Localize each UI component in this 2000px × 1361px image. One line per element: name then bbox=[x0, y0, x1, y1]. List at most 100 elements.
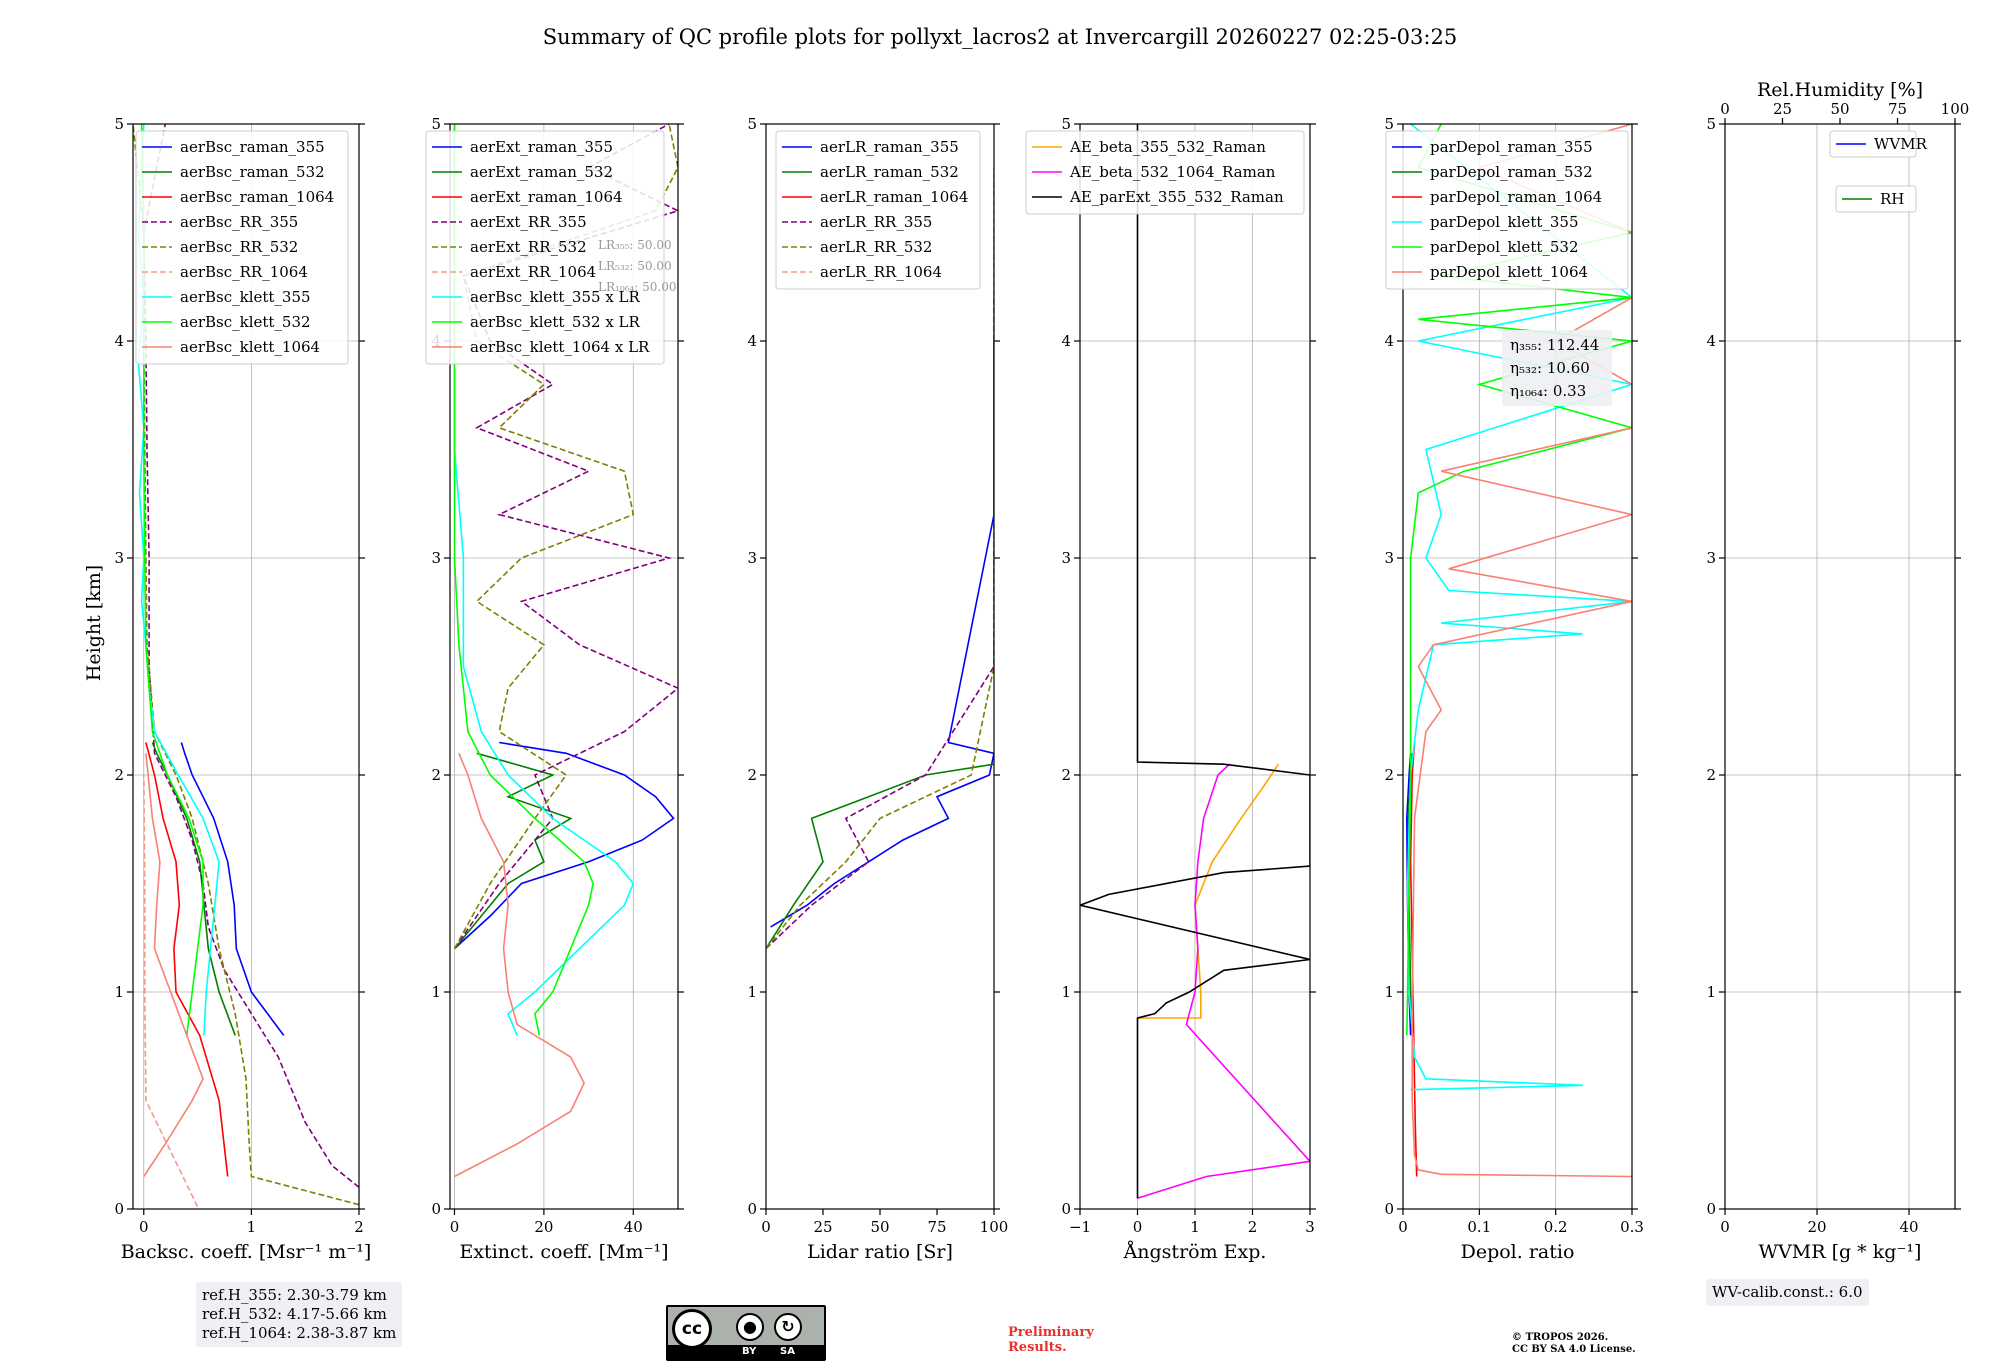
y-tick-label: 3 bbox=[431, 549, 441, 567]
series-line-aerbsc-rr-1064 bbox=[143, 774, 199, 1208]
y-tick-label: 1 bbox=[747, 983, 757, 1001]
lidar-ratio-annotation: LR₃₅₅: 50.00 bbox=[598, 238, 672, 252]
x-axis-label: Backsc. coeff. [Msr⁻¹ m⁻¹] bbox=[121, 1241, 372, 1263]
y-tick-label: 1 bbox=[1384, 983, 1394, 1001]
preliminary-notice: Preliminary Results. bbox=[1008, 1325, 1094, 1355]
x2-tick-label: 50 bbox=[1830, 100, 1849, 118]
cc-logo-icon: cc bbox=[672, 1309, 712, 1349]
legend-box bbox=[1385, 130, 1629, 290]
ref-h-355: ref.H_355: 2.30-3.79 km bbox=[202, 1286, 387, 1304]
attribution-icon: ● bbox=[736, 1313, 764, 1341]
cc-badge-strip bbox=[668, 1345, 824, 1359]
y-tick-label: 5 bbox=[1061, 115, 1071, 133]
legend-entry: parDepol_klett_532 bbox=[1430, 238, 1579, 256]
series-line-aerbsc-klett-1064-x-lr bbox=[454, 752, 585, 1178]
panel-depol: 0 1 2 3 4 5 0 0.1 0.2 0.3 Depol. ratio parDepol_ram… bbox=[1384, 115, 1643, 1263]
legend-entry: parDepol_klett_355 bbox=[1430, 213, 1579, 231]
figure-title: Summary of QC profile plots for pollyxt_… bbox=[543, 25, 1457, 49]
depol-factor-box bbox=[1502, 330, 1612, 406]
legend-entry: aerBsc_klett_1064 x LR bbox=[470, 338, 650, 356]
x2-axis-label: Rel.Humidity [%] bbox=[1757, 79, 1923, 101]
series-line-aerbsc-klett-1064 bbox=[143, 753, 204, 1177]
x-tick-label: 0 bbox=[139, 1218, 149, 1236]
depol-factor-annotation: η₅₃₂: 10.60 bbox=[1510, 359, 1590, 377]
series-line-aerext-rr-532 bbox=[453, 124, 678, 949]
lidar-ratio-annotation: LR₁₀₆₄: 50.00 bbox=[598, 280, 676, 294]
y-tick-label: 0 bbox=[1384, 1200, 1394, 1218]
legend-entry: parDepol_raman_355 bbox=[1430, 138, 1593, 156]
panel-extinction: 01234502040Extinct. coeff. [Mm⁻¹]aerExt_… bbox=[425, 115, 684, 1263]
license-line-1: © TROPOS 2026. bbox=[1512, 1332, 1609, 1343]
y-tick-label: 0 bbox=[747, 1200, 757, 1218]
x-tick-label: 1 bbox=[1190, 1218, 1200, 1236]
y-tick-label: 5 bbox=[114, 115, 124, 133]
y-tick-label: 2 bbox=[431, 766, 441, 784]
x-tick-label: 0 bbox=[1720, 1218, 1730, 1236]
legend-entry: aerBsc_raman_355 bbox=[180, 138, 325, 156]
series-line-ae-parext-355-532-raman bbox=[1080, 124, 1310, 1199]
axes-frame bbox=[1402, 123, 1633, 1210]
x-tick-label: 20 bbox=[1807, 1218, 1826, 1236]
legend-entry: aerBsc_RR_532 bbox=[180, 238, 298, 256]
y-tick-label: 4 bbox=[1061, 332, 1071, 350]
y-tick-label: 0 bbox=[114, 1200, 124, 1218]
y-tick-label: 3 bbox=[1061, 549, 1071, 567]
series-line-aerlr-raman-355 bbox=[770, 341, 994, 928]
legend-entry: RH bbox=[1880, 190, 1904, 208]
y-tick-label: 4 bbox=[747, 332, 757, 350]
wv-calib-box: WV-calib.const.: 6.0 bbox=[1706, 1279, 1869, 1306]
legend-entry: WVMR bbox=[1874, 135, 1928, 153]
x-tick-label: 0 bbox=[1398, 1218, 1408, 1236]
y-tick-label: 5 bbox=[431, 115, 441, 133]
y-tick-label: 1 bbox=[431, 983, 441, 1001]
x-axis-label: Extinct. coeff. [Mm⁻¹] bbox=[459, 1241, 668, 1263]
license-notice: © TROPOS 2026. CC BY SA 4.0 License. bbox=[1512, 1332, 1636, 1356]
y-tick-label: 5 bbox=[1384, 115, 1394, 133]
x-tick-label: 0 bbox=[1133, 1218, 1143, 1236]
sa-label: SA bbox=[780, 1346, 795, 1357]
x-axis-label: Depol. ratio bbox=[1461, 1241, 1575, 1263]
legend-box bbox=[775, 130, 981, 290]
x2-tick-label: 75 bbox=[1888, 100, 1907, 118]
series-group bbox=[1080, 124, 1310, 1199]
ref-h-1064: ref.H_1064: 2.38-3.87 km bbox=[202, 1324, 397, 1342]
license-line-2: CC BY SA 4.0 License. bbox=[1512, 1344, 1636, 1355]
x-tick-label: 40 bbox=[624, 1218, 643, 1236]
legend-entry: parDepol_klett_1064 bbox=[1430, 263, 1588, 281]
depol-factor-annotation: η₁₀₆₄: 0.33 bbox=[1510, 382, 1586, 400]
x-tick-label: 0.2 bbox=[1544, 1218, 1568, 1236]
series-line-aerbsc-rr-532 bbox=[133, 124, 359, 1206]
legend-entry: aerLR_raman_1064 bbox=[820, 188, 968, 206]
legend-box bbox=[425, 130, 665, 365]
y-tick-label: 3 bbox=[1384, 549, 1394, 567]
legend-entry: aerLR_RR_1064 bbox=[820, 263, 942, 281]
x2-tick-label: 25 bbox=[1773, 100, 1792, 118]
series-line-aerlr-rr-355 bbox=[766, 297, 994, 950]
share-alike-icon: ↻ bbox=[774, 1313, 802, 1341]
legend-entry: aerBsc_raman_532 bbox=[180, 163, 325, 181]
preliminary-line-1: Preliminary bbox=[1008, 1325, 1094, 1340]
y-tick-label: 2 bbox=[747, 766, 757, 784]
series-line-aerbsc-rr-355 bbox=[142, 124, 359, 1188]
series-line-ae-beta-532-1064-raman bbox=[1137, 763, 1310, 1199]
y-tick-label: 3 bbox=[114, 549, 124, 567]
y-tick-label: 3 bbox=[747, 549, 757, 567]
x-tick-label: 40 bbox=[1899, 1218, 1918, 1236]
wv-calib-text: WV-calib.const.: 6.0 bbox=[1712, 1283, 1863, 1301]
series-line-aerbsc-raman-1064 bbox=[145, 742, 229, 1177]
x-tick-label: 0 bbox=[450, 1218, 460, 1236]
y-tick-label: 0 bbox=[1061, 1200, 1071, 1218]
legend-entry: aerBsc_klett_532 bbox=[180, 313, 311, 331]
legend-entry: aerBsc_RR_355 bbox=[180, 213, 298, 231]
legend-entry: AE_beta_355_532_Raman bbox=[1069, 138, 1266, 156]
legend-box bbox=[1829, 130, 1917, 158]
series-line-aerlr-raman-532 bbox=[766, 763, 994, 950]
series-line-aerbsc-raman-355 bbox=[180, 742, 285, 1036]
y-tick-label: 0 bbox=[1706, 1200, 1716, 1218]
y-tick-label: 5 bbox=[747, 115, 757, 133]
y-tick-label: 5 bbox=[1706, 115, 1716, 133]
